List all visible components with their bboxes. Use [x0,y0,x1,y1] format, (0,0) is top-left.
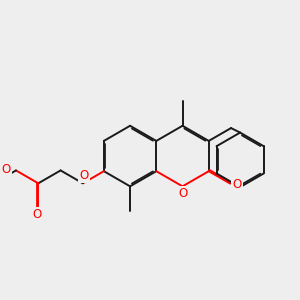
Text: O: O [79,169,88,182]
Text: O: O [179,187,188,200]
Text: O: O [232,178,242,191]
Text: O: O [33,208,42,221]
Text: O: O [1,163,10,176]
